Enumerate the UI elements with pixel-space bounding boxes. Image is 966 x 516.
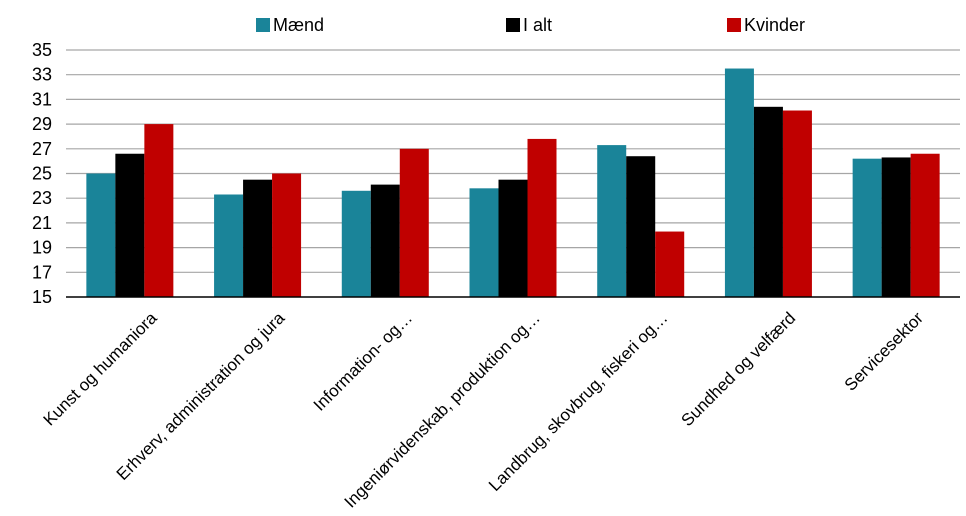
bar-I alt-1 <box>243 179 273 297</box>
legend-swatch-0 <box>256 18 270 32</box>
bar-Mænd-5 <box>724 68 754 298</box>
bars <box>86 68 940 298</box>
bar-Kvinder-1 <box>272 173 302 297</box>
y-tick-label: 35 <box>32 40 52 60</box>
bar-I alt-4 <box>626 156 656 297</box>
bar-Mænd-1 <box>214 194 244 297</box>
x-tick-label: Kunst og humaniora <box>40 308 161 429</box>
bar-I alt-0 <box>115 153 145 297</box>
bar-Mænd-2 <box>341 190 371 297</box>
bar-Kvinder-5 <box>782 110 812 297</box>
y-tick-label: 27 <box>32 139 52 159</box>
x-tick-label: Sundhed og velfærd <box>678 308 800 430</box>
y-tick-label: 19 <box>32 238 52 258</box>
bar-Kvinder-2 <box>399 148 429 297</box>
bar-Mænd-0 <box>86 173 116 297</box>
y-tick-label: 23 <box>32 188 52 208</box>
bar-Mænd-6 <box>852 158 882 297</box>
y-tick-label: 17 <box>32 262 52 282</box>
x-tick-label: Servicesektor <box>841 308 927 394</box>
bar-I alt-2 <box>370 184 400 297</box>
bar-Mænd-4 <box>597 145 627 297</box>
bar-Kvinder-0 <box>144 124 174 297</box>
bar-Kvinder-3 <box>527 138 557 297</box>
bar-I alt-5 <box>753 106 783 297</box>
legend: Mænd I alt Kvinder <box>256 15 805 35</box>
legend-label-0: Mænd <box>273 15 324 35</box>
bar-Kvinder-4 <box>655 231 685 297</box>
legend-swatch-2 <box>727 18 741 32</box>
y-tick-label: 21 <box>32 213 52 233</box>
y-tick-label: 29 <box>32 114 52 134</box>
y-tick-label: 33 <box>32 65 52 85</box>
bar-I alt-3 <box>498 179 528 297</box>
y-tick-label: 31 <box>32 89 52 109</box>
x-tick-label: Information- og… <box>310 308 416 414</box>
y-axis: 15 17 19 21 23 25 27 29 31 33 35 <box>32 40 52 307</box>
bar-I alt-6 <box>881 157 911 297</box>
y-tick-label: 15 <box>32 287 52 307</box>
bar-Kvinder-6 <box>910 153 940 297</box>
legend-label-1: I alt <box>523 15 552 35</box>
legend-label-2: Kvinder <box>744 15 805 35</box>
y-tick-label: 25 <box>32 164 52 184</box>
legend-swatch-1 <box>506 18 520 32</box>
bar-Mænd-3 <box>469 188 499 297</box>
